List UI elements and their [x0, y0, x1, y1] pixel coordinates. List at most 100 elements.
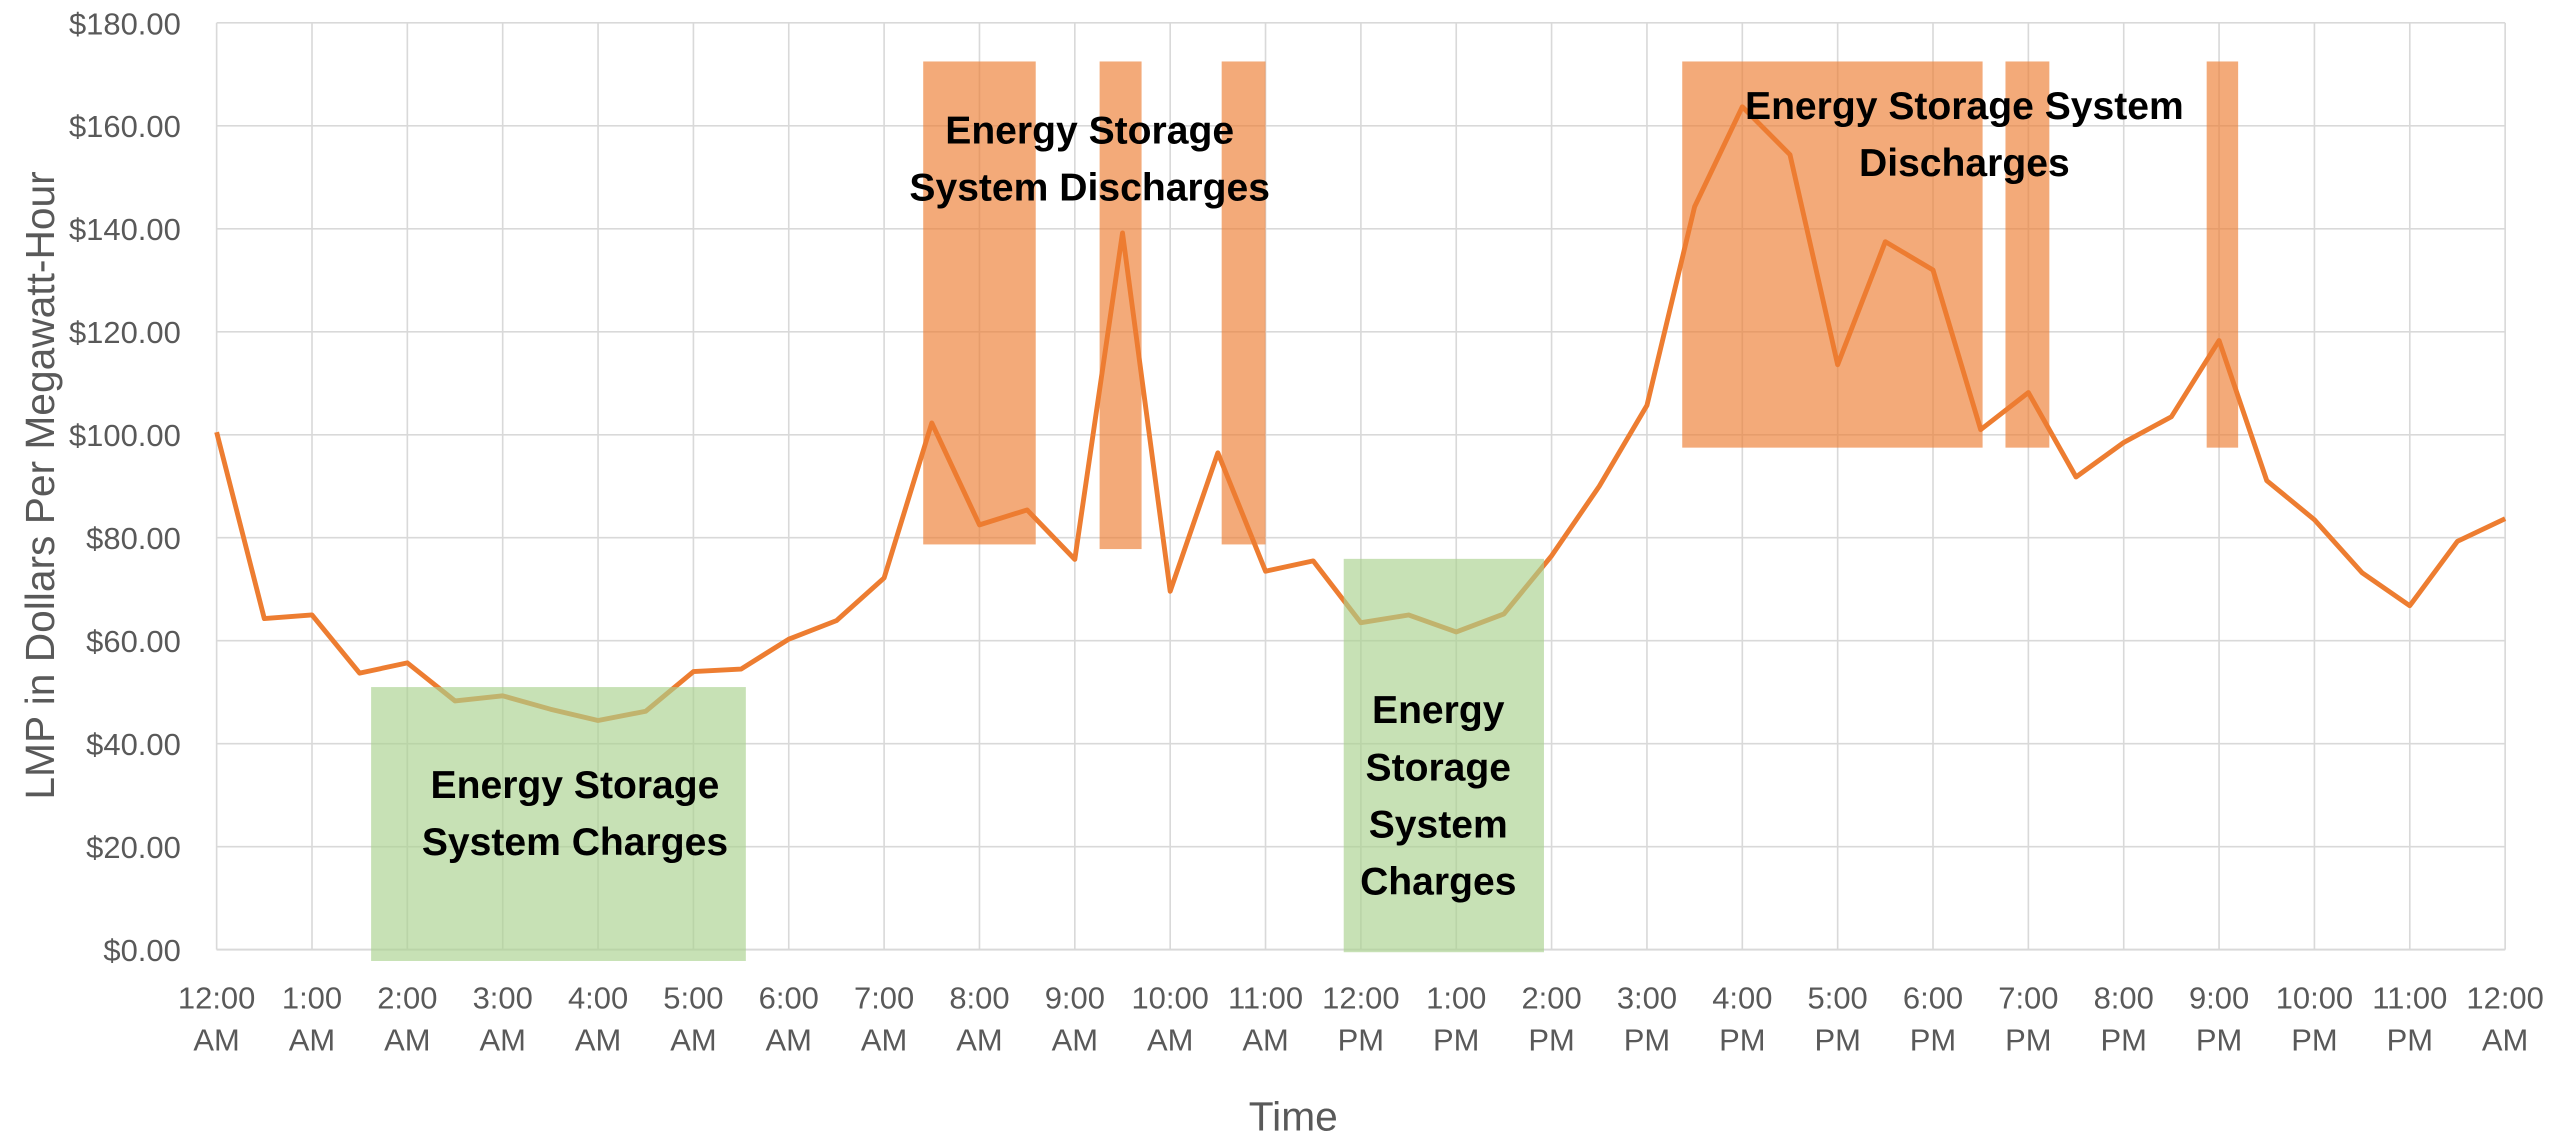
x-tick-label-line: AM [861, 1023, 907, 1058]
y-tick-label: $120.00 [69, 315, 181, 350]
x-tick-label-line: 3:00 [473, 980, 533, 1015]
x-tick-label-line: PM [2291, 1023, 2337, 1058]
x-tick-label-line: 2:00 [377, 980, 437, 1015]
x-tick-label-line: AM [289, 1023, 335, 1058]
y-axis-title: LMP in Dollars Per Megawatt-Hour [17, 171, 63, 799]
shaded-region [2206, 61, 2239, 448]
x-tick-label-line: AM [479, 1023, 525, 1058]
shaded-region [2005, 61, 2050, 448]
x-tick-label: 12:00 PM [1322, 980, 1399, 1057]
x-tick-label-line: PM [1814, 1023, 1860, 1058]
shaded-region [1343, 558, 1544, 953]
x-tick-label-line: AM [1147, 1023, 1193, 1058]
x-tick-label-line: 6:00 [759, 980, 819, 1015]
x-tick-label-line: AM [956, 1023, 1002, 1058]
y-tick-label: $20.00 [86, 830, 181, 865]
x-tick-label: 12:00 AM [178, 980, 255, 1057]
x-tick-label: 12:00 AM [2466, 980, 2543, 1057]
x-tick-label: 10:00 PM [2276, 980, 2353, 1057]
x-tick-label: 3:00 PM [1617, 980, 1677, 1057]
shaded-region [1682, 61, 1983, 448]
y-tick-label: $80.00 [86, 521, 181, 556]
x-tick-label-line: AM [575, 1023, 621, 1058]
shaded-region [371, 687, 746, 961]
x-tick-label-line: PM [2005, 1023, 2051, 1058]
x-tick-label-line: AM [193, 1023, 239, 1058]
x-tick-label: 11:00 PM [2372, 980, 2447, 1057]
x-tick-label-line: PM [1433, 1023, 1479, 1058]
x-tick-label-line: 6:00 [1903, 980, 1963, 1015]
x-tick-label-line: AM [1242, 1023, 1288, 1058]
x-tick-label-line: PM [1528, 1023, 1574, 1058]
x-tick-label-line: 12:00 [2466, 980, 2543, 1015]
x-tick-label-line: 2:00 [1521, 980, 1581, 1015]
x-tick-label-line: AM [2482, 1023, 2528, 1058]
annotation: Energy Storage System [1745, 85, 2184, 128]
x-tick-label-line: 1:00 [282, 980, 342, 1015]
x-tick-label-line: 9:00 [1045, 980, 1105, 1015]
x-tick-label-line: PM [1338, 1023, 1384, 1058]
annotation: Charges [1360, 860, 1516, 903]
y-tick-label: $40.00 [86, 727, 181, 762]
annotation: Energy [1372, 689, 1505, 732]
x-tick-label: 6:00 PM [1903, 980, 1963, 1057]
x-tick-label-line: PM [2387, 1023, 2433, 1058]
x-tick-label-line: 8:00 [949, 980, 1009, 1015]
annotation: Discharges [1859, 142, 2070, 185]
x-tick-label: 2:00 AM [377, 980, 437, 1057]
x-tick-label: 9:00 PM [2189, 980, 2249, 1057]
x-tick-label: 10:00 AM [1131, 980, 1208, 1057]
x-tick-label-line: PM [1719, 1023, 1765, 1058]
x-tick-label-line: AM [670, 1023, 716, 1058]
annotation: System Discharges [909, 166, 1270, 209]
y-tick-label: $140.00 [69, 212, 181, 247]
x-tick-label-line: 7:00 [854, 980, 914, 1015]
x-tick-label-line: 5:00 [663, 980, 723, 1015]
x-tick-label: 7:00 AM [854, 980, 914, 1057]
y-tick-label: $0.00 [103, 933, 180, 968]
x-tick-label-line: 10:00 [2276, 980, 2353, 1015]
shaded-region [923, 61, 1036, 545]
x-tick-label-line: AM [384, 1023, 430, 1058]
shaded-region [1221, 61, 1266, 545]
x-tick-label: 5:00 PM [1808, 980, 1868, 1057]
x-tick-label-line: PM [1910, 1023, 1956, 1058]
x-tick-label-line: 1:00 [1426, 980, 1486, 1015]
x-tick-label: 4:00 AM [568, 980, 628, 1057]
x-tick-label-line: 4:00 [1712, 980, 1772, 1015]
shaded-region [1099, 61, 1142, 550]
y-tick-label: $100.00 [69, 418, 181, 453]
annotation: Energy Storage [945, 109, 1234, 152]
x-tick-label-line: 10:00 [1131, 980, 1208, 1015]
x-tick-label-line: 12:00 [178, 980, 255, 1015]
x-tick-label: 4:00 PM [1712, 980, 1772, 1057]
x-tick-label-line: AM [1052, 1023, 1098, 1058]
x-tick-label: 9:00 AM [1045, 980, 1105, 1057]
x-tick-label: 2:00 PM [1521, 980, 1581, 1057]
x-tick-label-line: 12:00 [1322, 980, 1399, 1015]
x-tick-label-line: 11:00 [2372, 980, 2447, 1015]
annotation: Energy Storage [431, 764, 720, 807]
x-tick-label: 6:00 AM [759, 980, 819, 1057]
annotation: System [1369, 803, 1508, 846]
y-tick-label: $180.00 [69, 6, 181, 41]
x-tick-label: 8:00 AM [949, 980, 1009, 1057]
x-tick-label-line: PM [1624, 1023, 1670, 1058]
x-tick-label: 1:00 AM [282, 980, 342, 1057]
x-tick-label-line: 7:00 [1998, 980, 2058, 1015]
x-tick-label-line: 9:00 [2189, 980, 2249, 1015]
y-tick-label: $60.00 [86, 624, 181, 659]
x-tick-label: 1:00 PM [1426, 980, 1486, 1057]
x-tick-label-line: 5:00 [1808, 980, 1868, 1015]
x-tick-label: 8:00 PM [2094, 980, 2154, 1057]
annotation: Storage [1366, 746, 1512, 789]
x-tick-label: 11:00 AM [1228, 980, 1303, 1057]
x-tick-label: 5:00 AM [663, 980, 723, 1057]
x-tick-label-line: PM [2196, 1023, 2242, 1058]
x-tick-label: 7:00 PM [1998, 980, 2058, 1057]
x-tick-label-line: 8:00 [2094, 980, 2154, 1015]
x-tick-label: 3:00 AM [473, 980, 533, 1057]
x-tick-label-line: AM [766, 1023, 812, 1058]
annotation: System Charges [422, 821, 728, 864]
